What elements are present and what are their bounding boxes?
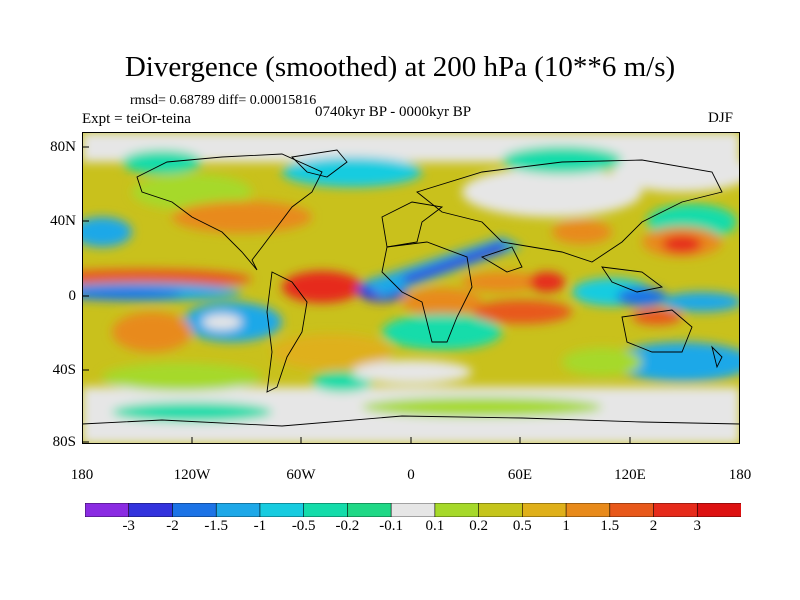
colorbar — [85, 503, 741, 517]
colorbar-swatch — [390, 503, 436, 517]
colorbar-label: -2 — [166, 518, 179, 534]
colorbar-swatch — [215, 503, 261, 517]
lat-tick-label: 80N — [50, 139, 76, 155]
lon-tick-label: 120E — [614, 467, 646, 483]
lon-tick-label: 180 — [70, 467, 94, 483]
colorbar-label: -0.5 — [291, 518, 316, 534]
colorbar-label: 1.5 — [600, 518, 620, 534]
stats-label: rmsd= 0.68789 diff= 0.00015816 — [130, 93, 317, 108]
lon-tick-label: 60E — [507, 467, 533, 483]
colorbar-swatch — [434, 503, 480, 517]
lat-tick-label: 0 — [68, 288, 77, 304]
colorbar-label: -0.2 — [335, 518, 360, 534]
colorbar-swatch — [522, 503, 567, 517]
colorbar-swatch — [172, 503, 218, 517]
colorbar-swatch — [609, 503, 655, 517]
colorbar-swatch — [347, 503, 392, 517]
lat-tick-label: 80S — [52, 434, 76, 450]
plot-title: Divergence (smoothed) at 200 hPa (10**6 … — [124, 51, 676, 83]
colorbar-swatch — [478, 503, 524, 517]
divergence-field — [82, 132, 740, 444]
lat-tick-label: 40N — [50, 213, 76, 229]
colorbar-label: -1 — [253, 518, 267, 534]
coastlines — [82, 149, 740, 427]
lat-tick-label: 40S — [52, 362, 76, 378]
lon-tick-label: 120W — [173, 467, 211, 483]
colorbar-label: 0.5 — [512, 518, 532, 534]
colorbar-label: -0.1 — [379, 518, 403, 534]
period-label: 0740kyr BP - 0000kyr BP — [315, 104, 472, 120]
colorbar-swatch — [565, 503, 611, 517]
lon-tick-label: 60W — [286, 467, 316, 483]
lon-tick-label: 0 — [407, 467, 415, 483]
colorbar-label: 2 — [649, 518, 658, 534]
colorbar-label: 0.1 — [425, 518, 445, 534]
axis-ticks — [82, 146, 631, 444]
colorbar-label: -3 — [122, 518, 135, 534]
colorbar-swatch — [696, 503, 741, 517]
experiment-label: Expt = teiOr-teina — [82, 111, 191, 127]
colorbar-swatch — [303, 503, 349, 517]
colorbar-swatch — [259, 503, 305, 517]
season-label: DJF — [708, 110, 734, 126]
colorbar-swatch — [128, 503, 174, 517]
colorbar-label: 3 — [693, 518, 702, 534]
colorbar-label: 1 — [562, 518, 570, 534]
colorbar-label: 0.2 — [469, 518, 488, 534]
lon-tick-label: 180 — [728, 467, 752, 483]
colorbar-label: -1.5 — [204, 518, 229, 534]
colorbar-swatch — [653, 503, 699, 517]
colorbar-swatch — [85, 503, 130, 517]
divergence-map — [82, 132, 740, 444]
